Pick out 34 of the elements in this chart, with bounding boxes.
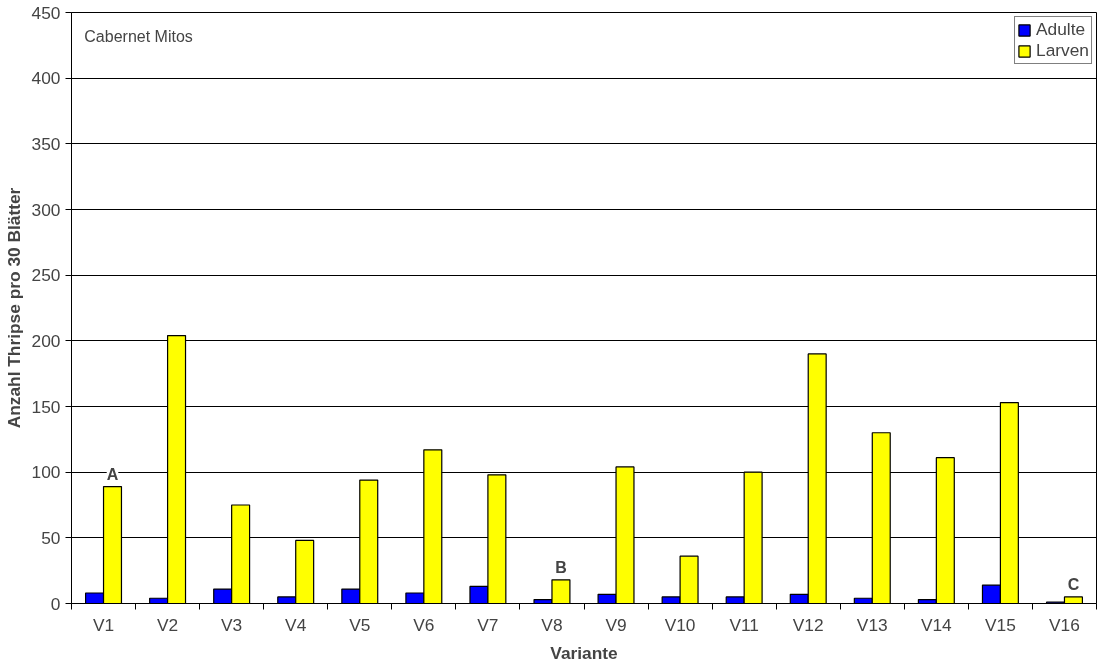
x-tick-label: V5 (349, 614, 371, 635)
x-tick-label: V12 (792, 614, 824, 635)
annotation: A (106, 465, 119, 483)
legend-label: Larven (1036, 40, 1089, 61)
x-tick-label: V8 (541, 614, 563, 635)
y-tick-label: 300 (31, 199, 61, 220)
x-tick-label: V13 (856, 614, 888, 635)
x-tick-label: V2 (157, 614, 179, 635)
y-tick-label: 150 (31, 396, 61, 417)
x-tick-label: V10 (664, 614, 696, 635)
x-tick-label: V15 (984, 614, 1016, 635)
x-tick-label: V14 (920, 614, 953, 635)
y-tick-label: 200 (31, 330, 61, 351)
y-tick-label: 0 (50, 593, 61, 614)
y-axis-title: Anzahl Thripse pro 30 Blätter (3, 187, 24, 429)
y-tick-label: 350 (31, 133, 61, 154)
x-tick-label: V1 (92, 614, 115, 635)
y-tick-label: 50 (41, 527, 61, 548)
annotation: B (555, 558, 567, 576)
x-tick-label: V4 (285, 614, 307, 635)
y-tick-label: 250 (31, 265, 61, 286)
x-axis-title: Variante (550, 642, 619, 663)
legend-label: Adulte (1036, 19, 1086, 40)
x-tick-label: V6 (413, 614, 435, 635)
y-tick-label: 400 (31, 68, 61, 89)
x-tick-label: V3 (221, 614, 243, 635)
y-tick-label: 100 (31, 462, 61, 483)
annotation: C (1067, 575, 1080, 593)
x-tick-label: V7 (477, 614, 499, 635)
text: Cabernet Mitos (84, 27, 193, 45)
x-tick-label: V16 (1049, 614, 1080, 635)
x-tick-label: V9 (605, 614, 627, 635)
y-tick-label: 450 (31, 2, 61, 23)
x-tick-label: V11 (729, 614, 759, 635)
